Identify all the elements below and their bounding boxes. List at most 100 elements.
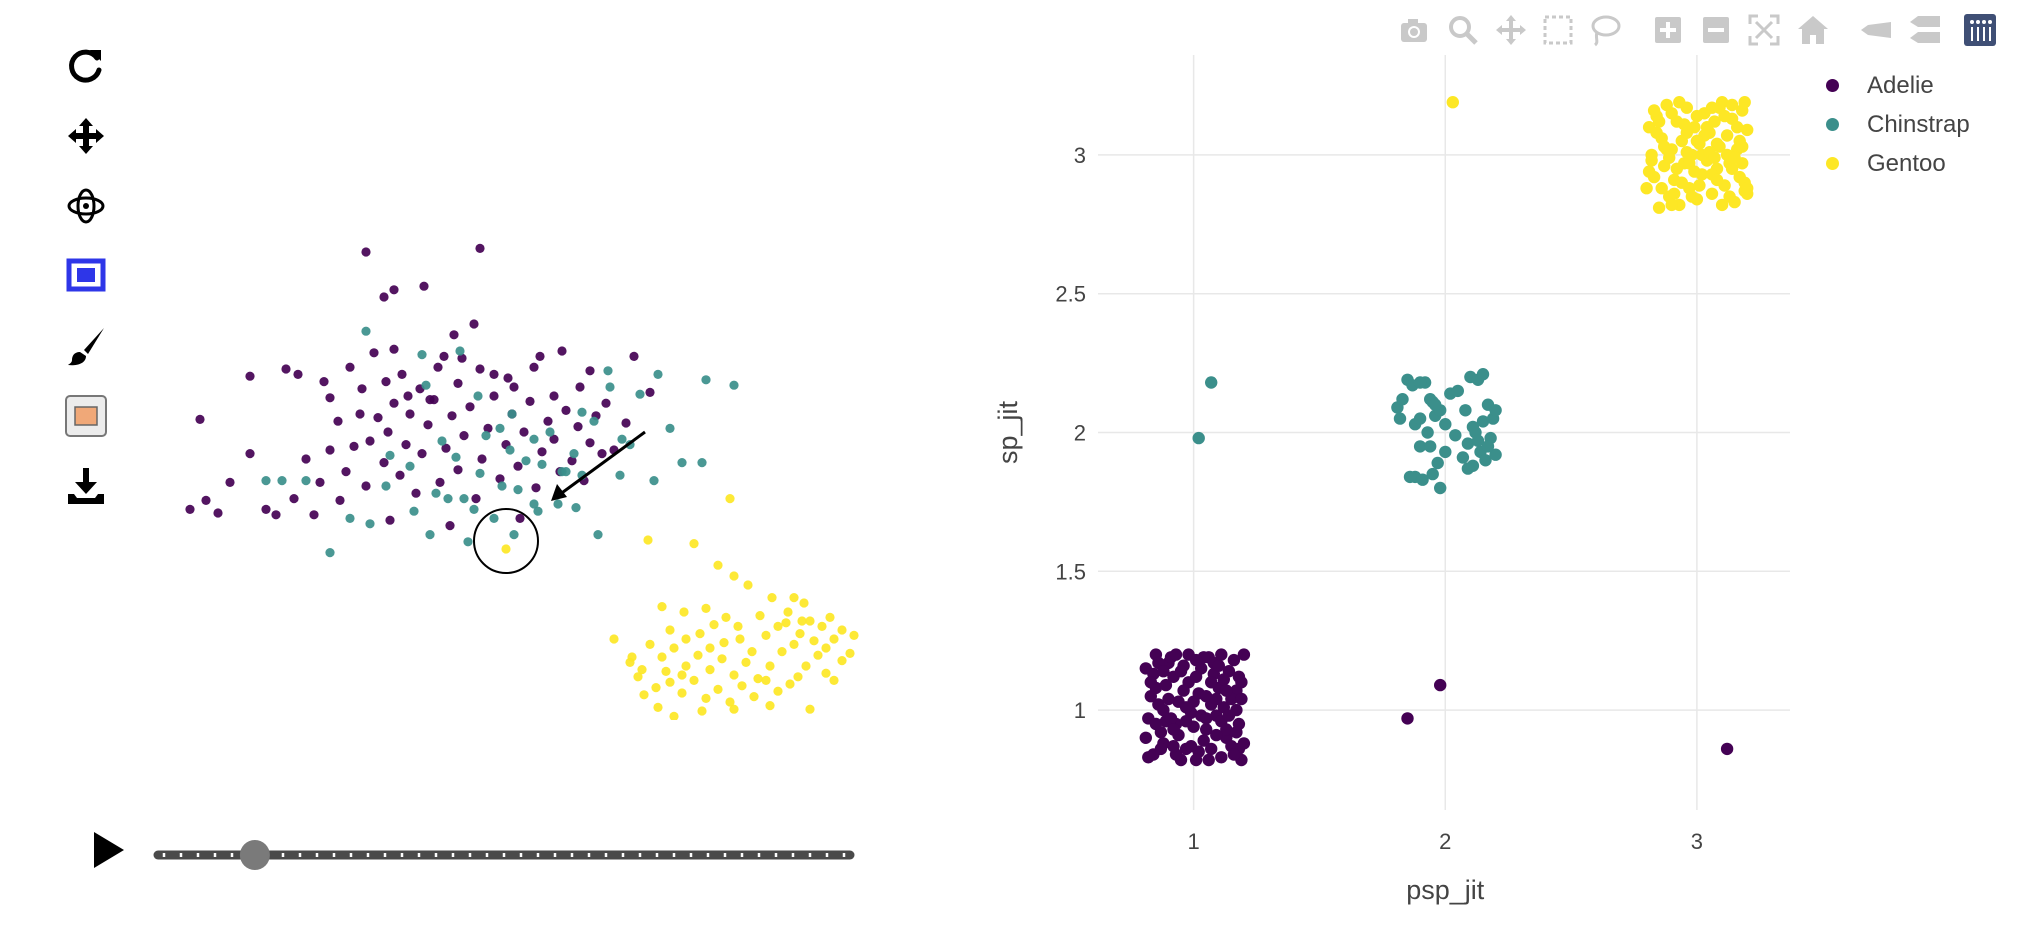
plotly-logo-icon — [1964, 14, 1996, 46]
data-point — [593, 530, 603, 540]
data-point — [1466, 420, 1480, 434]
data-point — [1439, 445, 1452, 459]
data-point — [365, 519, 375, 529]
rotate-button[interactable] — [56, 176, 116, 236]
data-point — [1192, 431, 1205, 445]
data-point — [281, 364, 291, 374]
box-select-button[interactable] — [1538, 10, 1578, 50]
data-point — [737, 681, 747, 691]
zoom-button[interactable] — [1443, 10, 1483, 50]
data-point — [557, 467, 567, 477]
select-frame-button[interactable] — [56, 246, 116, 306]
data-point — [681, 661, 691, 671]
data-point — [1451, 384, 1465, 398]
refresh-button[interactable] — [56, 36, 116, 96]
data-point — [749, 692, 759, 702]
data-point — [1434, 481, 1447, 495]
series-adelie — [185, 243, 655, 531]
data-point — [453, 465, 463, 475]
data-point — [805, 704, 815, 714]
data-point — [755, 611, 765, 621]
data-point — [837, 656, 847, 666]
pan-button[interactable] — [1491, 10, 1531, 50]
pan-button[interactable] — [56, 106, 116, 166]
reset-axes-button[interactable] — [1793, 10, 1833, 50]
data-point — [1215, 648, 1228, 661]
data-point — [543, 416, 553, 426]
autoscale-button[interactable] — [1744, 10, 1784, 50]
data-point — [335, 495, 345, 505]
slider-thumb[interactable] — [239, 840, 270, 870]
play-button[interactable] — [86, 828, 130, 872]
data-point — [609, 634, 619, 644]
data-point — [389, 344, 399, 354]
data-point — [1162, 692, 1175, 706]
legend-item-gentoo[interactable]: Gentoo — [1826, 144, 1970, 183]
data-point — [1235, 692, 1248, 706]
data-point — [571, 503, 581, 513]
camera-button[interactable] — [1394, 10, 1434, 50]
highlight-circle — [473, 508, 539, 574]
data-point — [1456, 451, 1470, 464]
data-point — [1205, 742, 1218, 756]
data-point — [225, 477, 235, 487]
camera-icon — [1401, 19, 1427, 42]
data-point — [821, 668, 831, 678]
data-point — [1665, 198, 1678, 212]
data-point — [1237, 737, 1251, 750]
data-point — [1476, 368, 1490, 381]
data-point — [1154, 742, 1168, 756]
data-point — [525, 396, 535, 406]
data-point — [577, 407, 587, 417]
data-point — [419, 281, 429, 291]
x-tick-label: 3 — [1691, 829, 1703, 854]
data-point — [799, 598, 809, 608]
plotly-logo-button[interactable] — [1960, 10, 2000, 50]
download-button[interactable] — [56, 456, 116, 516]
legend-item-chinstrap[interactable]: Chinstrap — [1826, 105, 1970, 144]
pan-arrows-icon — [68, 118, 104, 154]
data-point — [721, 612, 731, 622]
data-point — [277, 476, 287, 486]
zoom-in-button[interactable] — [1648, 10, 1688, 50]
data-point — [817, 621, 827, 631]
data-point — [529, 362, 539, 372]
data-point — [1220, 723, 1233, 736]
data-point — [793, 672, 803, 682]
data-point — [1212, 659, 1226, 672]
tour-slider[interactable] — [150, 840, 860, 870]
data-point — [773, 621, 783, 631]
lasso-button[interactable] — [1585, 10, 1625, 50]
data-point — [1459, 404, 1472, 417]
series-adelie — [1139, 648, 1734, 767]
brush-button[interactable] — [56, 316, 116, 376]
data-point — [1230, 726, 1243, 739]
data-point — [725, 697, 735, 707]
data-point — [325, 445, 335, 455]
data-point — [657, 602, 667, 612]
data-point — [1144, 690, 1158, 703]
spike-lines-button[interactable] — [1856, 10, 1896, 50]
data-point — [777, 647, 787, 657]
series-chinstrap — [261, 326, 739, 558]
data-point — [717, 654, 727, 664]
data-point — [1720, 742, 1734, 756]
color-swatch-button[interactable] — [56, 386, 116, 446]
zoom-out-button[interactable] — [1696, 10, 1736, 50]
data-point — [403, 391, 413, 401]
data-point — [1227, 653, 1241, 667]
data-point — [729, 704, 739, 714]
hover-compare-button[interactable] — [1904, 10, 1944, 50]
data-point — [1678, 118, 1691, 131]
data-point — [729, 380, 739, 390]
data-point — [521, 456, 531, 466]
data-point — [677, 688, 687, 698]
data-point — [421, 380, 431, 390]
data-point — [431, 488, 441, 498]
legend-item-adelie[interactable]: Adelie — [1826, 66, 1970, 105]
data-point — [213, 508, 223, 518]
data-point — [653, 369, 663, 379]
data-point — [425, 530, 435, 540]
data-point — [689, 675, 699, 685]
